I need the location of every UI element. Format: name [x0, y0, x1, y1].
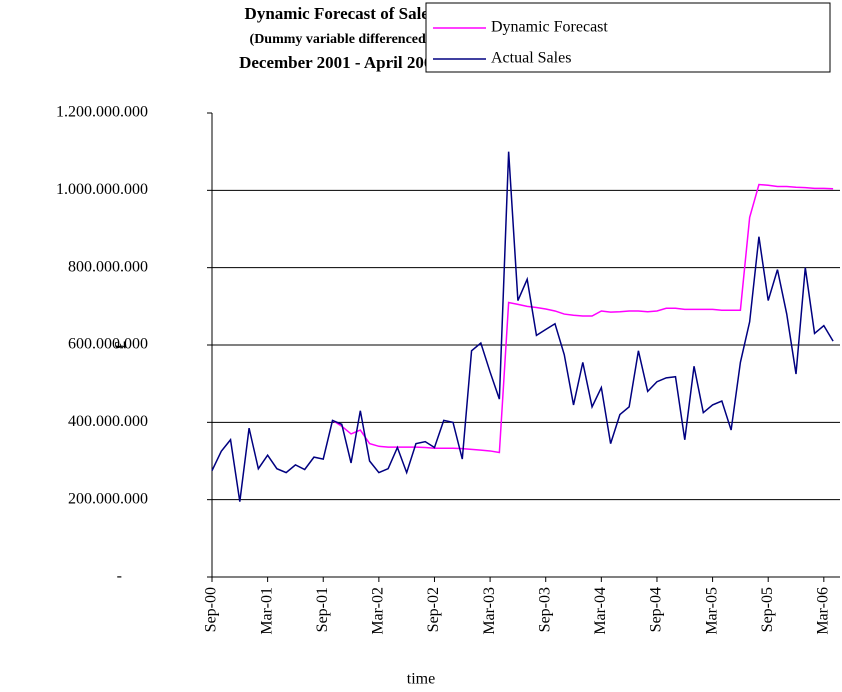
- legend-label: Actual Sales: [491, 50, 571, 67]
- x-tick-label: Sep-03: [536, 587, 553, 632]
- x-tick-label: Sep-01: [314, 587, 331, 632]
- y-tick-label: 800.000.000: [68, 258, 148, 275]
- chart-subtitle: December 2001 - April 2006: [239, 53, 441, 72]
- x-tick-label: Mar-06: [814, 587, 831, 635]
- x-tick-label: Mar-05: [703, 587, 720, 635]
- series-line: [332, 183, 834, 454]
- y-tick-label: 400.000.000: [68, 413, 148, 430]
- x-tick-label: Mar-01: [258, 587, 275, 635]
- legend-label: Dynamic Forecast: [491, 19, 608, 36]
- legend-box: [425, 2, 831, 73]
- y-tick-label: 600.000.000: [68, 336, 148, 353]
- y-tick-label: 1.200.000.000: [56, 104, 148, 121]
- x-tick-label: Mar-04: [592, 587, 609, 635]
- chart-title: Dynamic Forecast of Sales: [245, 4, 436, 23]
- x-tick-label: Sep-00: [203, 587, 220, 632]
- y-tick-label: -: [117, 568, 122, 585]
- x-tick-label: Sep-05: [759, 587, 776, 632]
- series-line: [211, 151, 834, 502]
- chart-subtitle: (Dummy variable differenced): [250, 32, 431, 47]
- x-tick-label: Sep-04: [648, 587, 665, 632]
- x-tick-label: Mar-02: [370, 587, 387, 635]
- y-tick-label: 200.000.000: [68, 490, 148, 507]
- x-tick-label: Mar-03: [481, 587, 498, 635]
- y-axis-label: £: [113, 341, 130, 349]
- y-tick-label: 1.000.000.000: [56, 181, 148, 198]
- x-axis-label: time: [407, 671, 435, 688]
- x-tick-label: Sep-02: [425, 587, 442, 632]
